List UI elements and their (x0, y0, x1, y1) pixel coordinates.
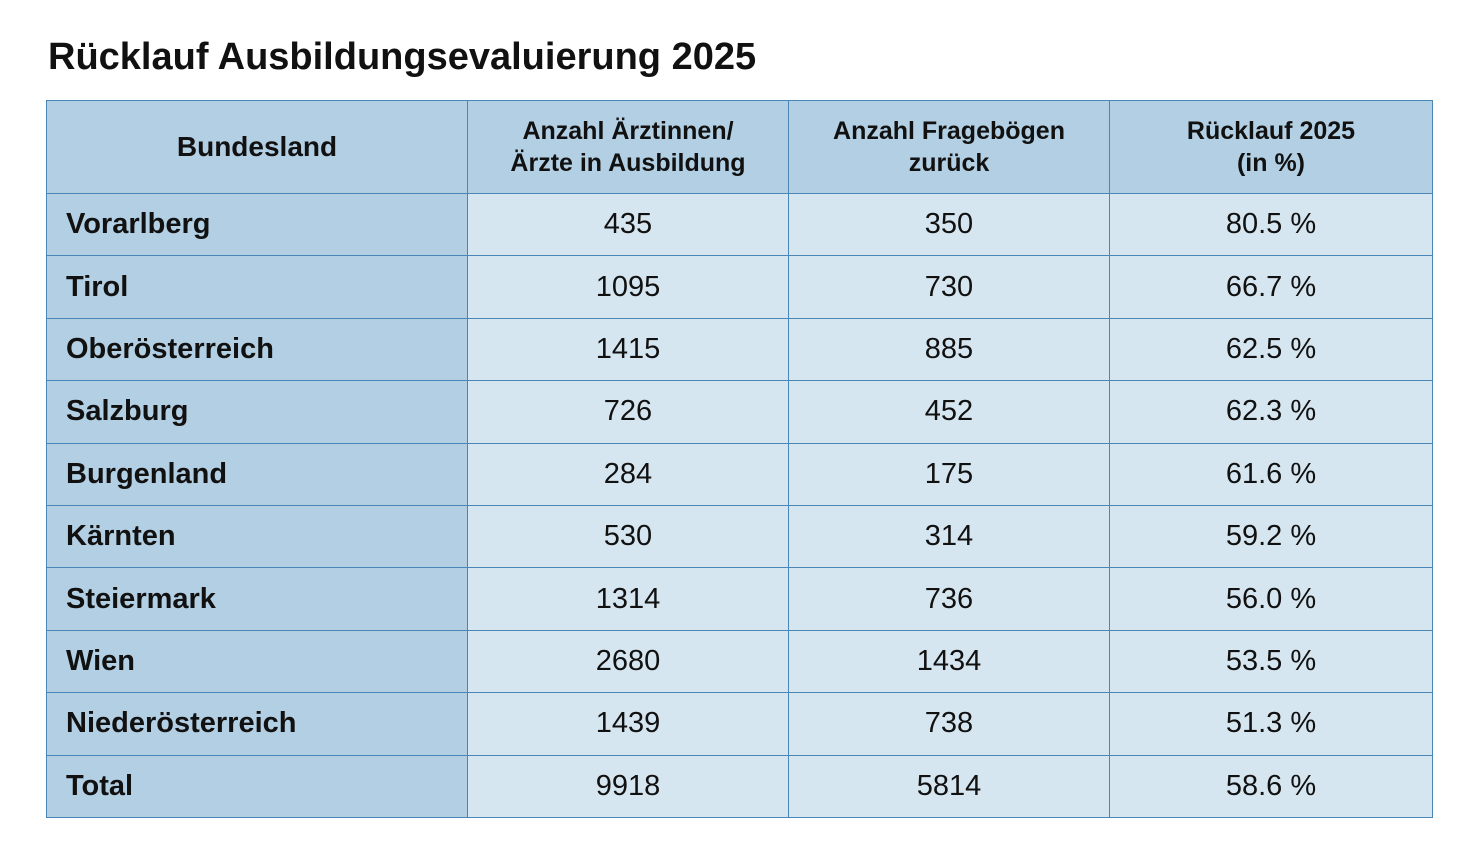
cell-bundesland: Oberösterreich (46, 317, 468, 382)
cell-aerzte: 435 (467, 192, 789, 257)
cell-ruecklauf: 61.6 % (1109, 442, 1433, 506)
cell-ruecklauf: 56.0 % (1109, 567, 1433, 631)
table-row: Oberösterreich 1415 885 62.5 % (46, 317, 1433, 382)
column-header-aerzte: Anzahl Ärztinnen/ Ärzte in Ausbildung (467, 100, 789, 194)
table-title: Rücklauf Ausbildungsevaluierung 2025 (48, 36, 757, 78)
table-total-row: Total 9918 5814 58.6 % (46, 754, 1433, 818)
cell-ruecklauf: 80.5 % (1109, 192, 1433, 257)
cell-ruecklauf: 53.5 % (1109, 629, 1433, 694)
table-row: Wien 2680 1434 53.5 % (46, 629, 1433, 694)
table-row: Vorarlberg 435 350 80.5 % (46, 192, 1433, 257)
cell-aerzte: 530 (467, 504, 789, 569)
column-header-text: Anzahl Ärztinnen/ (522, 117, 734, 145)
table-row: Kärnten 530 314 59.2 % (46, 504, 1433, 569)
cell-frageboegen: 1434 (788, 629, 1110, 694)
cell-frageboegen: 885 (788, 317, 1110, 382)
table-header-row: Bundesland Anzahl Ärztinnen/ Ärzte in Au… (46, 100, 1433, 194)
table-body: Vorarlberg 435 350 80.5 % Tirol 1095 730 66.7 %… (46, 192, 1433, 818)
cell-ruecklauf: 66.7 % (1109, 255, 1433, 319)
cell-aerzte: 1439 (467, 692, 789, 756)
column-header-text: Ärzte in Ausbildung (510, 149, 746, 177)
column-header-text: (in %) (1236, 149, 1306, 177)
cell-ruecklauf: 58.6 % (1109, 754, 1433, 818)
return-rate-table: Bundesland Anzahl Ärztinnen/ Ärzte in Au… (46, 100, 1433, 818)
cell-frageboegen: 5814 (788, 754, 1110, 818)
table-row: Burgenland 284 175 61.6 % (46, 442, 1433, 506)
cell-aerzte: 284 (467, 442, 789, 506)
cell-bundesland: Kärnten (46, 504, 468, 569)
column-header-bundesland: Bundesland (46, 100, 468, 194)
cell-bundesland: Tirol (46, 255, 468, 319)
cell-frageboegen: 350 (788, 192, 1110, 257)
column-header-text: zurück (908, 149, 990, 177)
cell-aerzte: 9918 (467, 754, 789, 818)
table-row: Steiermark 1314 736 56.0 % (46, 567, 1433, 631)
cell-frageboegen: 175 (788, 442, 1110, 506)
cell-frageboegen: 730 (788, 255, 1110, 319)
cell-ruecklauf: 62.5 % (1109, 317, 1433, 382)
cell-frageboegen: 738 (788, 692, 1110, 756)
cell-ruecklauf: 59.2 % (1109, 504, 1433, 569)
cell-bundesland: Niederösterreich (46, 692, 468, 756)
cell-bundesland: Salzburg (46, 380, 468, 444)
cell-bundesland: Steiermark (46, 567, 468, 631)
cell-frageboegen: 736 (788, 567, 1110, 631)
cell-bundesland: Total (46, 754, 468, 818)
cell-bundesland: Wien (46, 629, 468, 694)
table-row: Salzburg 726 452 62.3 % (46, 380, 1433, 444)
cell-aerzte: 1415 (467, 317, 789, 382)
cell-bundesland: Vorarlberg (46, 192, 468, 257)
table-row: Tirol 1095 730 66.7 % (46, 255, 1433, 319)
cell-ruecklauf: 62.3 % (1109, 380, 1433, 444)
cell-frageboegen: 314 (788, 504, 1110, 569)
table-row: Niederösterreich 1439 738 51.3 % (46, 692, 1433, 756)
column-header-frageboegen: Anzahl Fragebögen zurück (788, 100, 1110, 194)
cell-bundesland: Burgenland (46, 442, 468, 506)
cell-aerzte: 726 (467, 380, 789, 444)
cell-aerzte: 1095 (467, 255, 789, 319)
cell-ruecklauf: 51.3 % (1109, 692, 1433, 756)
cell-frageboegen: 452 (788, 380, 1110, 444)
column-header-text: Bundesland (176, 131, 338, 162)
column-header-text: Anzahl Fragebögen (833, 117, 1065, 145)
cell-aerzte: 1314 (467, 567, 789, 631)
cell-aerzte: 2680 (467, 629, 789, 694)
column-header-text: Rücklauf 2025 (1186, 117, 1356, 145)
column-header-ruecklauf: Rücklauf 2025 (in %) (1109, 100, 1433, 194)
